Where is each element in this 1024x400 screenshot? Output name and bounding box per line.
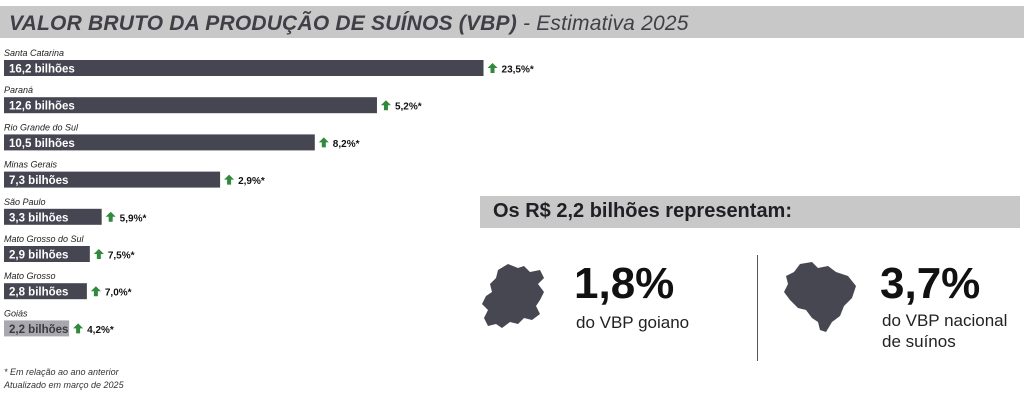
bar-mato-grosso xyxy=(4,283,87,300)
value-label-mato-grosso-do-sul: 2,9 bilhões xyxy=(9,250,68,262)
brazil-map-icon xyxy=(784,262,856,332)
value-label-minas-gerais: 7,3 bilhões xyxy=(9,175,68,187)
value-label-rio-grande-do-sul: 10,5 bilhões xyxy=(9,138,75,150)
change-label-goias: 4,2%* xyxy=(87,325,114,336)
stats-divider xyxy=(757,255,758,361)
represent-banner: Os R$ 2,2 bilhões representam: xyxy=(480,196,1020,228)
value-label-santa-catarina: 16,2 bilhões xyxy=(9,64,75,76)
goias-map-icon xyxy=(482,264,544,328)
stat-goiano-desc-line: do VBP goiano xyxy=(576,313,690,332)
category-label-sao-paulo: São Paulo xyxy=(4,197,46,207)
title-main-text: VALOR BRUTO DA PRODUÇÃO DE SUÍNOS (VBP) xyxy=(9,12,517,35)
change-label-mato-grosso-do-sul: 7,5%* xyxy=(108,251,135,262)
stat-nacional-desc-line-1: do VBP nacional xyxy=(882,311,1008,330)
bar-rio-grande-do-sul xyxy=(4,134,315,151)
stat-nacional-desc: do VBP nacional de suínos xyxy=(882,310,1007,352)
bar-goias xyxy=(4,320,70,337)
up-arrow-icon xyxy=(73,323,84,334)
bar-sao-paulo xyxy=(4,208,102,225)
category-label-parana: Paraná xyxy=(4,85,33,95)
up-arrow-icon xyxy=(224,174,235,185)
up-arrow-icon xyxy=(487,63,498,73)
bar-parana xyxy=(4,97,377,114)
stat-goiano-desc: do VBP goiano xyxy=(576,312,689,333)
change-label-rio-grande-do-sul: 8,2%* xyxy=(333,139,360,150)
up-arrow-icon xyxy=(380,100,391,111)
up-arrow-icon xyxy=(318,137,329,148)
bar-mato-grosso-do-sul xyxy=(4,246,90,262)
represent-heading: Os R$ 2,2 bilhões representam: xyxy=(493,200,793,222)
category-label-mato-grosso-do-sul: Mato Grosso do Sul xyxy=(4,234,85,244)
up-arrow-icon xyxy=(90,286,101,297)
value-label-mato-grosso: 2,8 bilhões xyxy=(9,287,68,299)
stat-nacional-desc-line-2: de suínos xyxy=(882,332,956,351)
up-arrow-icon xyxy=(93,249,104,259)
value-label-sao-paulo: 3,3 bilhões xyxy=(9,212,68,224)
category-label-goias: Goiás xyxy=(4,308,28,318)
category-label-mato-grosso: Mato Grosso xyxy=(4,271,56,281)
footnote-updated: Atualizado em março de 2025 xyxy=(4,380,124,390)
bar-santa-catarina xyxy=(4,60,484,76)
up-arrow-icon xyxy=(105,211,116,222)
value-label-goias: 2,2 bilhões xyxy=(9,324,68,336)
change-label-parana: 5,2%* xyxy=(395,102,422,113)
category-label-minas-gerais: Minas Gerais xyxy=(4,160,58,170)
page-title: VALOR BRUTO DA PRODUÇÃO DE SUÍNOS (VBP) … xyxy=(9,12,689,36)
title-banner: VALOR BRUTO DA PRODUÇÃO DE SUÍNOS (VBP) … xyxy=(0,6,1024,38)
change-label-minas-gerais: 2,9%* xyxy=(238,176,265,187)
value-label-parana: 12,6 bilhões xyxy=(9,101,75,113)
change-label-sao-paulo: 5,9%* xyxy=(120,213,147,224)
change-label-santa-catarina: 23,5%* xyxy=(502,65,534,76)
stat-nacional-percent: 3,7% xyxy=(880,259,981,308)
stat-goiano-percent: 1,8% xyxy=(574,259,675,308)
title-subtitle: - Estimativa 2025 xyxy=(516,12,689,35)
category-label-santa-catarina: Santa Catarina xyxy=(4,48,64,58)
change-label-mato-grosso: 7,0%* xyxy=(105,288,132,299)
bar-minas-gerais xyxy=(4,171,221,188)
category-label-rio-grande-do-sul: Rio Grande do Sul xyxy=(4,122,79,132)
footnote-relation: * Em relação ao ano anterior xyxy=(4,367,119,377)
vbp-bar-chart: Santa Catarina 16,2 bilhões 23,5%* Paraná 12… xyxy=(4,48,534,337)
